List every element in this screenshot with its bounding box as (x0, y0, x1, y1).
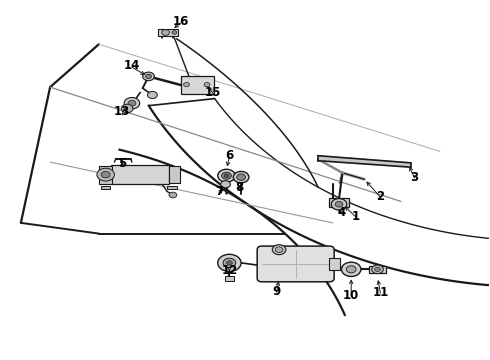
Circle shape (146, 74, 151, 78)
Circle shape (124, 98, 140, 109)
Circle shape (224, 174, 229, 177)
Circle shape (101, 171, 110, 178)
Text: 2: 2 (376, 190, 385, 203)
Polygon shape (158, 29, 178, 36)
Circle shape (346, 266, 356, 273)
Circle shape (162, 30, 170, 35)
Circle shape (374, 267, 380, 271)
Circle shape (184, 82, 190, 87)
Circle shape (204, 82, 210, 87)
Bar (369, 266, 386, 273)
Circle shape (143, 72, 154, 81)
Circle shape (218, 254, 241, 271)
Bar (111, 165, 170, 184)
Text: 12: 12 (221, 264, 238, 276)
Text: 8: 8 (235, 181, 243, 194)
Circle shape (169, 192, 177, 198)
Circle shape (342, 262, 361, 276)
Circle shape (172, 31, 177, 34)
Circle shape (275, 247, 283, 252)
Polygon shape (167, 186, 177, 189)
Circle shape (272, 245, 286, 255)
Circle shape (223, 258, 236, 267)
Text: 14: 14 (124, 59, 140, 72)
Circle shape (128, 100, 136, 106)
Circle shape (218, 169, 235, 182)
Bar (329, 198, 349, 207)
Text: 13: 13 (114, 104, 130, 118)
Circle shape (147, 91, 157, 99)
Text: 6: 6 (225, 149, 234, 162)
Bar (329, 257, 340, 270)
Polygon shape (318, 156, 411, 167)
Circle shape (226, 261, 232, 265)
Circle shape (237, 174, 245, 180)
Circle shape (221, 172, 231, 179)
Circle shape (121, 104, 133, 113)
Circle shape (97, 168, 115, 181)
Circle shape (233, 171, 249, 183)
Text: 1: 1 (352, 210, 360, 223)
Text: 7: 7 (216, 185, 224, 198)
Bar (181, 76, 214, 94)
Circle shape (220, 181, 230, 188)
Text: 5: 5 (118, 157, 126, 170)
Text: 9: 9 (272, 285, 281, 298)
Text: 11: 11 (372, 286, 389, 299)
Circle shape (331, 199, 347, 210)
Bar (224, 276, 234, 281)
Text: 10: 10 (343, 288, 359, 302)
Bar (99, 166, 113, 184)
Bar (170, 166, 180, 183)
Circle shape (372, 265, 383, 274)
Text: 15: 15 (205, 86, 221, 99)
Circle shape (335, 202, 343, 207)
Text: 4: 4 (337, 206, 345, 219)
FancyBboxPatch shape (257, 246, 334, 282)
Polygon shape (101, 186, 110, 189)
Text: 3: 3 (411, 171, 418, 184)
Text: 16: 16 (172, 14, 189, 27)
